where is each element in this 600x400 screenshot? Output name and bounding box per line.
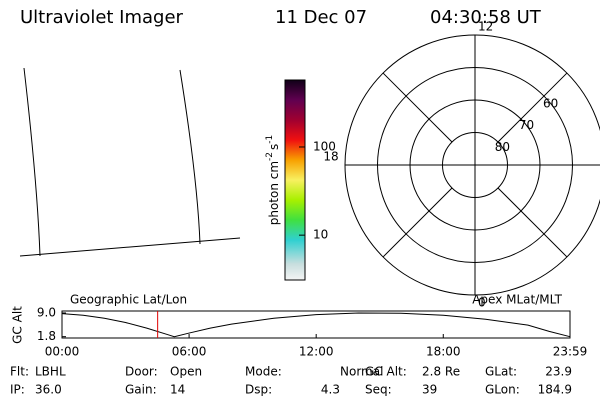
info-label: Door:	[125, 365, 158, 379]
info-label: Seq:	[365, 383, 392, 397]
info-label: GLat:	[485, 365, 517, 379]
mlt-line	[382, 187, 453, 258]
colorbar-label-text: s	[267, 144, 281, 150]
info-value: 23.9	[545, 365, 572, 379]
y-tick-label: 1.8	[37, 329, 56, 343]
altitude-line	[61, 312, 571, 338]
info-value: 36.0	[35, 383, 62, 397]
colorbar-tick-label: 10	[313, 228, 328, 242]
info-value: 39	[422, 383, 437, 397]
date: 11 Dec 07	[275, 7, 367, 28]
colorbar	[284, 79, 306, 281]
mlt-label: 12	[478, 20, 493, 34]
mlt-label: 18	[323, 150, 338, 164]
y-axis-label: GC Alt	[11, 306, 25, 344]
info-value: Normal	[340, 365, 383, 379]
mlt-line	[497, 72, 568, 143]
info-value: 2.8 Re	[422, 365, 460, 379]
y-tick-label: 9.0	[37, 305, 56, 319]
time: 04:30:58 UT	[430, 7, 542, 28]
colorbar-label-exp: -1	[265, 135, 275, 144]
title: Ultraviolet Imager	[20, 7, 184, 28]
meridian	[179, 69, 201, 245]
info-label: Dsp:	[245, 383, 272, 397]
mlt-label: 0	[478, 296, 486, 310]
annotation: Geographic Lat/Lon	[70, 293, 187, 307]
map	[19, 67, 241, 257]
info-value: 4.3	[321, 383, 340, 397]
info-value: LBHL	[35, 365, 66, 379]
lat-label: 80	[495, 140, 510, 154]
mlt-line	[382, 72, 453, 143]
annotation: Apex MLat/MLT	[472, 293, 562, 307]
colorbar-label-text: photon cm	[267, 161, 281, 225]
info-label: Flt:	[10, 365, 29, 379]
colorbar-label-exp: -2	[265, 152, 275, 161]
x-tick-label: 00:00	[45, 345, 80, 359]
mlt-line	[497, 187, 568, 258]
x-tick-label: 23:59	[553, 345, 588, 359]
info-value: Open	[170, 365, 202, 379]
x-tick-label: 06:00	[172, 345, 207, 359]
info-label: IP:	[10, 383, 25, 397]
info-label: GLon:	[485, 383, 520, 397]
info-value: 14	[170, 383, 185, 397]
x-tick-label: 12:00	[299, 345, 334, 359]
info-label: Mode:	[245, 365, 282, 379]
lat-label: 70	[519, 118, 534, 132]
info-value: 184.9	[538, 383, 572, 397]
colorbar-label: photon cm-2 s-1	[265, 135, 281, 226]
parallel	[19, 237, 241, 257]
info-label: GC Alt:	[365, 365, 407, 379]
lat-label: 60	[543, 96, 558, 110]
info-label: Gain:	[125, 383, 157, 397]
x-tick-label: 18:00	[426, 345, 461, 359]
colorbar-tick-label: 100	[313, 139, 336, 153]
meridian	[23, 67, 41, 257]
